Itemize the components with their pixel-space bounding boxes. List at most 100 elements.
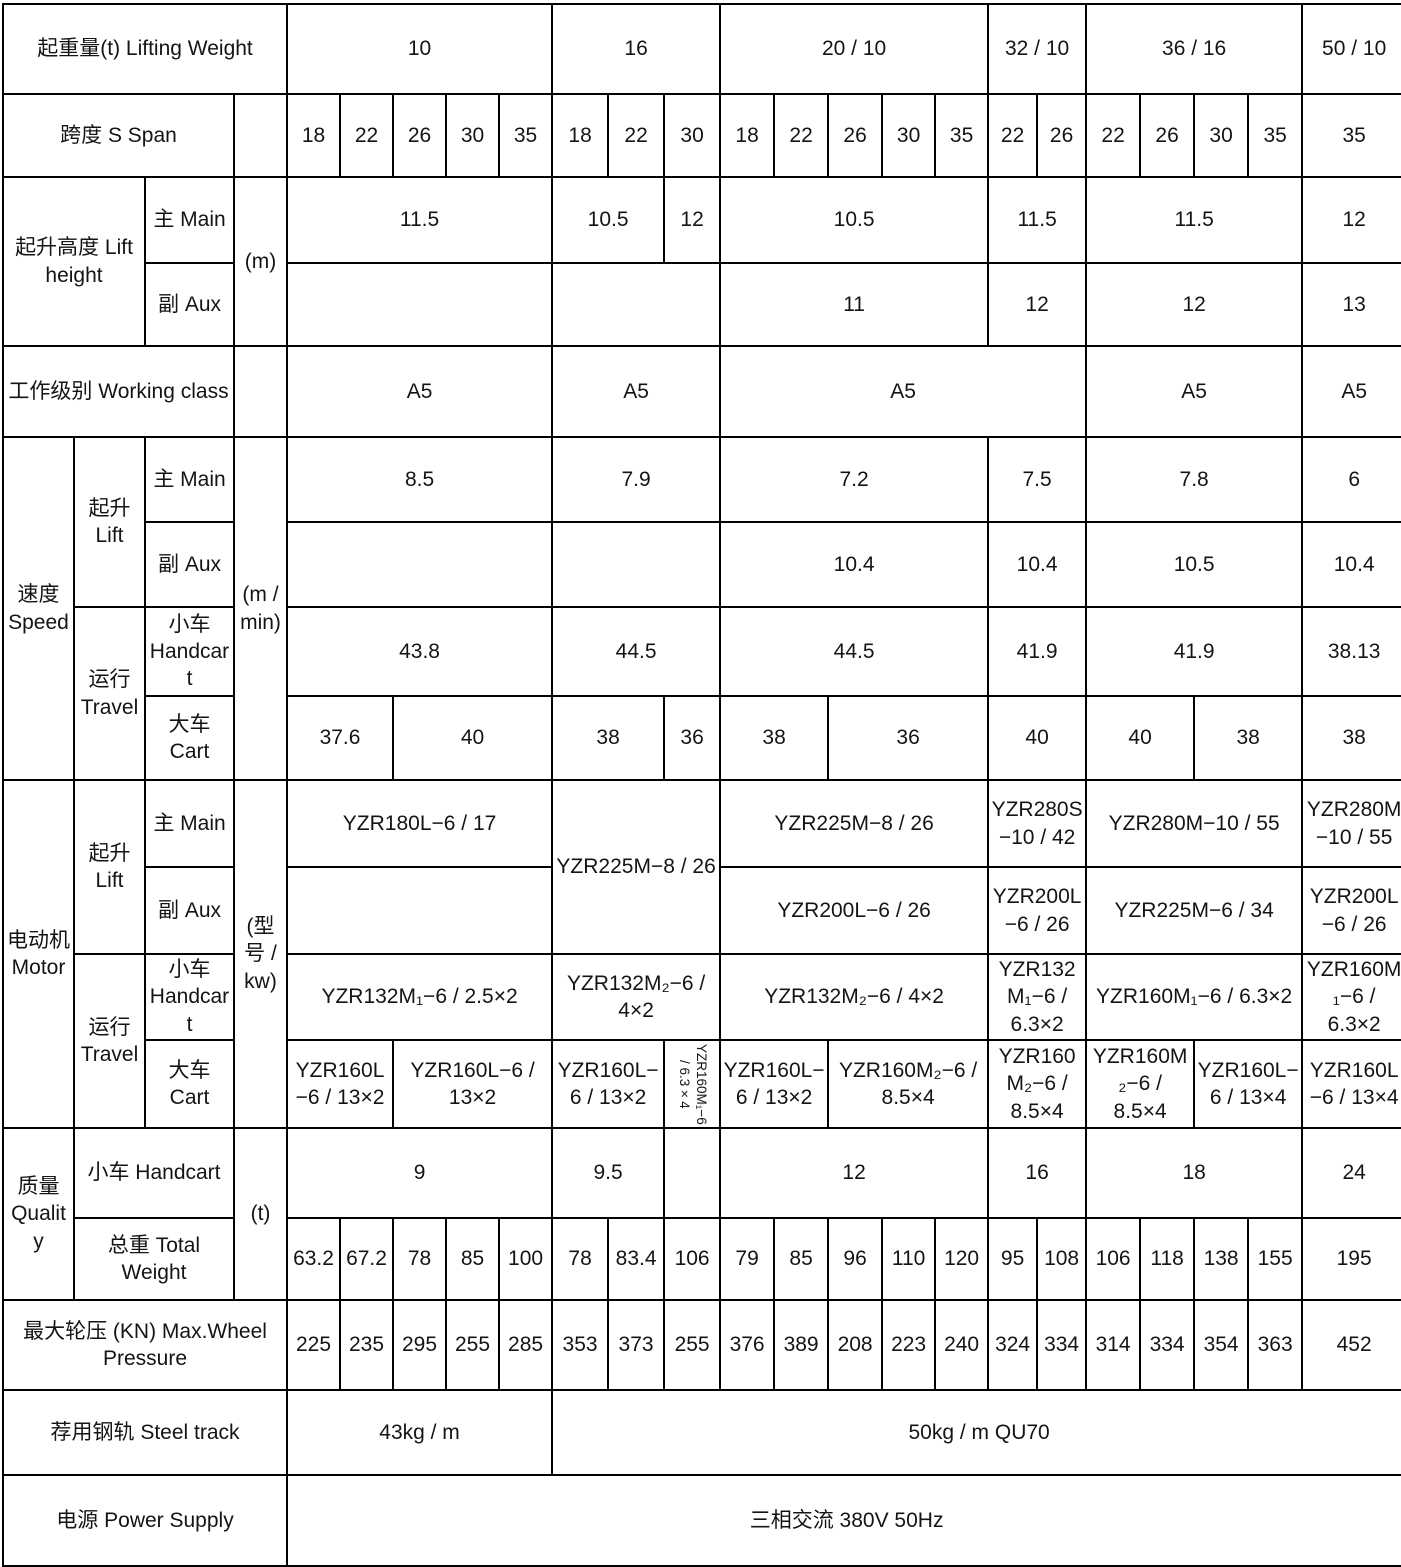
wheel-pressure-value-8: 376 [719, 1298, 776, 1391]
speed-main-label: 主 Main [144, 436, 235, 523]
motor-lift-aux-value-4: YZR200L−6 / 26 [1301, 866, 1401, 955]
span-value-2: 26 [392, 93, 448, 178]
speed-handcart-label: 小车 Handcart [144, 606, 235, 697]
motor-handcart-value-2: YZR132M₂−6 / 4×2 [719, 953, 990, 1041]
total-weight-value-8: 79 [719, 1216, 776, 1301]
steel-track-value-0: 43kg / m [286, 1388, 554, 1476]
lift-height-label: 起升高度 Lift height [2, 176, 146, 347]
row-lift-height-main: 起升高度 Lift height 主 Main (m) 11.5 10.5 12… [2, 176, 1401, 347]
motor-cart-value-5: YZR160M₂−6 / 8.5×4 [827, 1038, 990, 1129]
span-value-9: 22 [773, 93, 830, 178]
crane-spec-table: 起重量(t) Lifting Weight 10 16 20 / 10 32 /… [1, 3, 1401, 1567]
motor-handcart-label: 小车 Handcart [144, 953, 235, 1041]
span-value-1: 22 [339, 93, 395, 178]
motor-handcart-value-3: YZR132M₁−6 / 6.3×2 [987, 953, 1088, 1041]
span-value-5: 18 [551, 93, 610, 178]
lifting-weight-group-4: 36 / 16 [1085, 3, 1304, 95]
row-quality-handcart: 质量 Quality 小车 Handcart (t) 9 9.5 12 16 1… [2, 1126, 1401, 1301]
speed-handcart-value-5: 38.13 [1301, 606, 1401, 697]
speed-travel-label: 运行 Travel [73, 606, 146, 781]
power-supply-label: 电源 Power Supply [1, 1473, 289, 1567]
lift-height-aux-value-2: 11 [719, 262, 990, 347]
speed-lift-main-value-1: 7.9 [551, 436, 722, 523]
motor-cart-value-9: YZR160L−6 / 13×4 [1301, 1038, 1401, 1129]
lift-height-main-value-4: 11.5 [987, 176, 1088, 264]
wheel-pressure-value-17: 354 [1193, 1298, 1250, 1391]
quality-total-label: 总重 Total Weight [73, 1216, 235, 1301]
quality-unit: (t) [232, 1126, 289, 1301]
span-value-19: 35 [1301, 93, 1401, 178]
quality-handcart-value-6: 24 [1301, 1126, 1401, 1219]
lift-height-aux-value-5: 13 [1301, 262, 1401, 347]
total-weight-value-13: 95 [987, 1216, 1039, 1301]
motor-lift-main-value-3: YZR280S−10 / 42 [987, 779, 1088, 868]
motor-lift-main-value-4: YZR280M−10 / 55 [1085, 779, 1304, 868]
span-value-16: 26 [1139, 93, 1196, 178]
wheel-pressure-value-10: 208 [827, 1298, 884, 1391]
motor-lift-main-value-0: YZR180L−6 / 17 [286, 779, 554, 868]
lift-height-aux-label: 副 Aux [144, 262, 235, 347]
quality-handcart-value-0: 9 [286, 1126, 554, 1219]
lifting-weight-group-3: 32 / 10 [987, 3, 1088, 95]
total-weight-value-0: 63.2 [286, 1216, 342, 1301]
working-class-label: 工作级别 Working class [2, 345, 235, 438]
lift-height-main-value-2: 12 [663, 176, 722, 264]
lift-height-aux-value-4: 12 [1085, 262, 1304, 347]
motor-lift-main-value-1: YZR225M−8 / 26 [551, 779, 722, 955]
row-working-class: 工作级别 Working class A5 A5 A5 A5 A5 [2, 345, 1401, 438]
speed-cart-value-7: 40 [1085, 695, 1196, 781]
total-weight-value-11: 110 [881, 1216, 937, 1301]
total-weight-value-2: 78 [392, 1216, 448, 1301]
lifting-weight-group-5: 50 / 10 [1301, 3, 1401, 95]
wheel-pressure-value-18: 363 [1247, 1298, 1304, 1391]
motor-cart-value-1: YZR160L−6 / 13×2 [392, 1038, 554, 1129]
row-wheel-pressure: 最大轮压 (KN) Max.Wheel Pressure 225 235 295… [1, 1298, 1401, 1391]
row-span: 跨度 S Span 18 22 26 30 35 18 22 30 18 22 … [2, 93, 1401, 178]
motor-cart-value-0: YZR160L−6 / 13×2 [286, 1038, 395, 1129]
motor-cart-value-2: YZR160L−6 / 13×2 [551, 1038, 666, 1129]
wheel-pressure-value-4: 285 [498, 1298, 554, 1391]
total-weight-value-6: 83.4 [607, 1216, 666, 1301]
wheel-pressure-value-19: 452 [1301, 1298, 1401, 1391]
working-class-value-2: A5 [719, 345, 1088, 438]
speed-lift-aux-value-2: 10.4 [719, 521, 990, 608]
speed-cart-value-6: 40 [987, 695, 1088, 781]
row-motor-lift-aux: 副 Aux YZR200L−6 / 26 YZR200L−6 / 26 YZR2… [3, 866, 1401, 955]
motor-cart-value-4: YZR160L−6 / 13×2 [719, 1038, 830, 1129]
wheel-pressure-value-5: 353 [551, 1298, 610, 1391]
motor-unit: (型号 / kw) [232, 779, 289, 1129]
speed-handcart-value-0: 43.8 [286, 606, 554, 697]
span-value-6: 22 [607, 93, 666, 178]
lift-height-aux-value-1 [551, 262, 722, 347]
row-speed-lift-aux: 副 Aux 10.4 10.4 10.5 10.4 [3, 521, 1401, 608]
wheel-pressure-value-1: 235 [339, 1298, 395, 1391]
motor-group-label: 电动机 Motor [2, 779, 75, 1129]
lift-height-main-value-6: 12 [1301, 176, 1401, 264]
speed-lift-aux-value-4: 10.5 [1085, 521, 1304, 608]
wheel-pressure-label: 最大轮压 (KN) Max.Wheel Pressure [1, 1298, 289, 1391]
span-unit-cell [232, 93, 289, 178]
quality-handcart-value-3: 12 [719, 1126, 990, 1219]
lifting-weight-group-2: 20 / 10 [719, 3, 990, 95]
row-lifting-weight: 起重量(t) Lifting Weight 10 16 20 / 10 32 /… [1, 3, 1401, 95]
lift-height-main-value-3: 10.5 [719, 176, 990, 264]
lifting-weight-label: 起重量(t) Lifting Weight [1, 3, 289, 95]
quality-handcart-value-1: 9.5 [551, 1126, 666, 1219]
total-weight-value-18: 155 [1247, 1216, 1304, 1301]
motor-handcart-value-0: YZR132M₁−6 / 2.5×2 [286, 953, 554, 1041]
motor-cart-value-6: YZR160M₂−6 / 8.5×4 [987, 1038, 1088, 1129]
speed-cart-value-3: 36 [663, 695, 722, 781]
span-value-11: 30 [881, 93, 937, 178]
motor-lift-aux-value-1: YZR200L−6 / 26 [719, 866, 990, 955]
total-weight-value-1: 67.2 [339, 1216, 395, 1301]
speed-cart-value-9: 38 [1301, 695, 1401, 781]
span-value-17: 30 [1193, 93, 1250, 178]
lifting-weight-group-0: 10 [286, 3, 554, 95]
working-class-value-0: A5 [286, 345, 554, 438]
total-weight-value-10: 96 [827, 1216, 884, 1301]
speed-lift-aux-value-3: 10.4 [987, 521, 1088, 608]
row-steel-track: 荐用钢轨 Steel track 43kg / m 50kg / m QU70 [1, 1388, 1401, 1476]
motor-lift-label: 起升 Lift [73, 779, 146, 955]
motor-handcart-value-5: YZR160M₁−6 / 6.3×2 [1301, 953, 1401, 1041]
